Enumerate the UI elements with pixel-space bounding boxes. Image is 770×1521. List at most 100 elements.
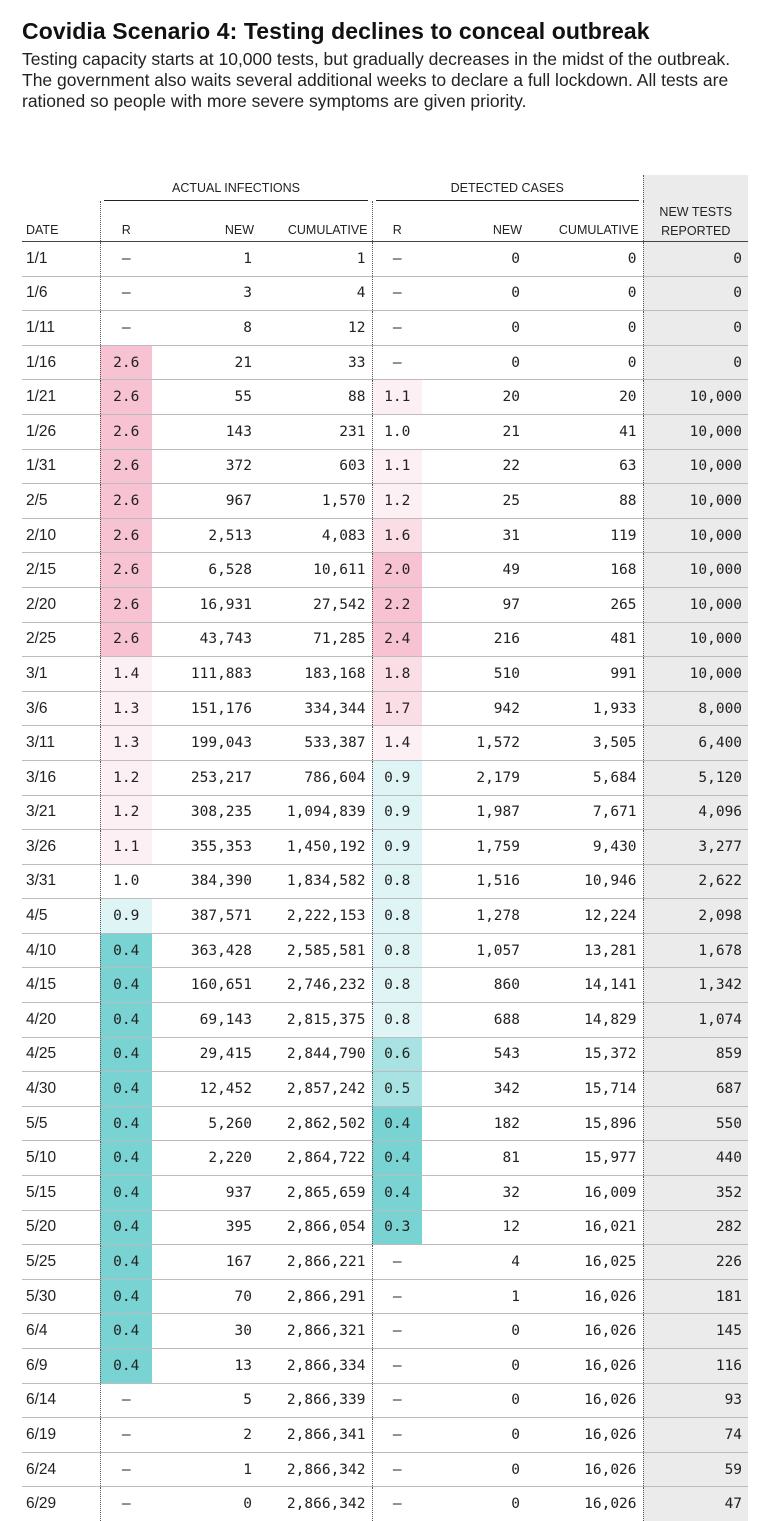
cell-cumulative-detected: 13,281 [526, 932, 644, 968]
cell-r-actual: 0.4 [99, 967, 152, 1003]
cell-date: 5/5 [22, 1105, 100, 1141]
cell-new-actual: 16,931 [152, 586, 258, 623]
cell-r-actual: 0.9 [99, 898, 152, 934]
table-row: 5/15 0.4 937 2,865,659 0.4 32 16,009 352 [22, 1175, 749, 1211]
table-row: 4/25 0.4 29,415 2,844,790 0.6 543 15,372 859 [22, 1036, 749, 1072]
cell-new-detected: 942 [422, 690, 526, 726]
cell-r-detected: 0.8 [371, 863, 422, 899]
cell-date: 6/4 [22, 1313, 100, 1349]
cell-cumulative-actual: 33 [258, 344, 372, 380]
cell-new-tests: 687 [642, 1071, 749, 1107]
cell-new-detected: 0 [422, 1451, 526, 1487]
cell-date: 1/11 [22, 310, 100, 346]
cell-new-detected: 510 [422, 656, 526, 692]
table-row: 3/6 1.3 151,176 334,344 1.7 942 1,933 8,000 [22, 690, 749, 726]
cell-date: 3/11 [22, 725, 100, 761]
cell-date: 5/30 [22, 1278, 100, 1314]
cell-cumulative-actual: 2,746,232 [258, 967, 372, 1003]
cell-r-detected: – [371, 1451, 422, 1487]
table-row: 3/26 1.1 355,353 1,450,192 0.9 1,759 9,430 3,27… [22, 829, 749, 865]
group-header-actual: ACTUAL INFECTIONS [104, 181, 368, 201]
cell-r-detected: – [371, 1244, 422, 1280]
cell-r-actual: 0.4 [99, 932, 152, 968]
cell-r-detected: – [371, 1278, 422, 1314]
cell-new-detected: 21 [422, 413, 526, 450]
cell-cumulative-detected: 15,372 [526, 1036, 644, 1072]
cell-new-tests: 440 [642, 1140, 749, 1176]
table-row: 1/6–3 4–0 0 0 [22, 275, 749, 311]
cell-cumulative-detected: 16,026 [526, 1278, 644, 1314]
cell-new-detected: 216 [422, 621, 526, 657]
cell-new-actual: 1 [152, 241, 258, 277]
cell-new-actual: 30 [152, 1313, 258, 1349]
cell-r-detected: – [371, 1417, 422, 1453]
cell-cumulative-actual: 1 [258, 241, 372, 277]
cell-r-detected: 0.8 [371, 932, 422, 968]
table-row: 1/11–8 12–0 0 0 [22, 310, 749, 346]
cell-cumulative-detected: 41 [526, 413, 644, 450]
cell-date: 2/10 [22, 517, 100, 553]
cell-date: 3/1 [22, 656, 100, 692]
cell-cumulative-detected: 16,026 [526, 1382, 644, 1418]
cell-cumulative-detected: 481 [526, 621, 644, 657]
cell-cumulative-actual: 71,285 [258, 621, 372, 657]
cell-r-detected: 0.4 [371, 1140, 422, 1176]
cell-r-detected: – [371, 241, 422, 277]
cell-new-actual: 111,883 [152, 656, 258, 692]
cell-r-detected: 0.8 [371, 898, 422, 934]
cell-date: 6/14 [22, 1382, 100, 1418]
data-table: ACTUAL INFECTIONS DETECTED CASES NEW TES… [22, 175, 749, 1521]
cell-new-tests: 145 [642, 1313, 749, 1349]
cell-r-actual: 1.2 [99, 794, 152, 830]
cell-cumulative-actual: 4 [258, 275, 372, 311]
cell-cumulative-detected: 15,977 [526, 1140, 644, 1176]
cell-new-detected: 0 [422, 275, 526, 311]
cell-cumulative-detected: 119 [526, 517, 644, 553]
cell-r-detected: 2.0 [371, 552, 422, 588]
cell-r-actual: 0.4 [99, 1278, 152, 1314]
cell-r-detected: – [371, 310, 422, 346]
column-header-cumulative-actual: CUMULATIVE [287, 223, 368, 237]
cell-cumulative-detected: 16,009 [526, 1175, 644, 1211]
cell-new-detected: 4 [422, 1244, 526, 1280]
cell-r-actual: 2.6 [99, 517, 152, 553]
cell-r-detected: 1.8 [371, 656, 422, 692]
cell-new-tests: 1,342 [642, 967, 749, 1003]
cell-cumulative-detected: 15,896 [526, 1105, 644, 1141]
cell-cumulative-actual: 1,094,839 [258, 794, 372, 830]
cell-new-detected: 0 [422, 344, 526, 380]
table-row: 4/20 0.4 69,143 2,815,375 0.8 688 14,829 1,074 [22, 1002, 749, 1038]
cell-new-tests: 10,000 [642, 656, 749, 692]
cell-new-actual: 395 [152, 1209, 258, 1245]
cell-new-tests: 93 [642, 1382, 749, 1418]
cell-r-detected: 0.4 [371, 1105, 422, 1141]
cell-new-actual: 70 [152, 1278, 258, 1314]
cell-cumulative-actual: 2,815,375 [258, 1002, 372, 1038]
table-row: 3/21 1.2 308,235 1,094,839 0.9 1,987 7,671 4,09… [22, 794, 749, 830]
cell-new-tests: 10,000 [642, 448, 749, 484]
cell-new-actual: 3 [152, 275, 258, 311]
cell-cumulative-detected: 168 [526, 552, 644, 588]
cell-r-detected: 0.9 [371, 794, 422, 830]
cell-cumulative-detected: 12,224 [526, 898, 644, 934]
cell-date: 6/19 [22, 1417, 100, 1453]
cell-new-tests: 6,400 [642, 725, 749, 761]
cell-r-actual: 0.4 [99, 1140, 152, 1176]
cell-r-actual: 1.3 [99, 725, 152, 761]
cell-new-actual: 55 [152, 379, 258, 415]
cell-r-detected: – [371, 1382, 422, 1418]
cell-cumulative-detected: 0 [526, 344, 644, 380]
table-row: 5/30 0.4 70 2,866,291–1 16,026 181 [22, 1278, 749, 1314]
cell-r-detected: 1.4 [371, 725, 422, 761]
cell-cumulative-actual: 2,866,221 [258, 1244, 372, 1280]
cell-new-detected: 2,179 [422, 759, 526, 795]
cell-r-actual: 0.4 [99, 1348, 152, 1384]
cell-new-detected: 1,987 [422, 794, 526, 830]
cell-cumulative-detected: 16,026 [526, 1417, 644, 1453]
cell-r-actual: 2.6 [99, 483, 152, 519]
cell-new-detected: 31 [422, 517, 526, 553]
cell-cumulative-detected: 7,671 [526, 794, 644, 830]
cell-date: 5/20 [22, 1209, 100, 1245]
cell-new-detected: 0 [422, 241, 526, 277]
cell-r-detected: – [371, 344, 422, 380]
